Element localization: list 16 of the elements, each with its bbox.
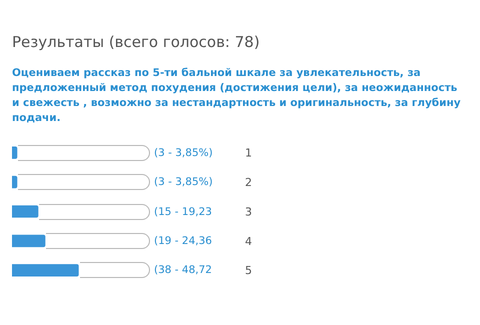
data-label: (38 - 48,72 <box>154 264 212 276</box>
data-label: (3 - 3,85%) <box>154 176 213 188</box>
y-tick-label: 1 <box>245 146 252 160</box>
bar <box>12 205 38 218</box>
text: Оцениваем рассказ по 5-ти бальной шкале за увлекательность, за предложенный метод похудения (достижения цели), за неожиданность и свежесть , возможно за нестандартность и оригинальность, за глубину подачи. <box>12 66 462 126</box>
y-tick-label: 4 <box>245 234 252 248</box>
data-label: (19 - 24,36 <box>154 235 212 247</box>
data-label: (15 - 19,23 <box>154 206 212 218</box>
bar <box>12 234 46 248</box>
y-tick-label: 2 <box>245 176 252 189</box>
bar <box>12 146 18 159</box>
y-tick-label: 5 <box>245 264 252 278</box>
bar <box>12 176 18 188</box>
text: Результаты (всего голосов: 78) <box>12 33 260 51</box>
y-tick-label: 3 <box>245 205 252 218</box>
data-label: (3 - 3,85%) <box>154 147 213 159</box>
